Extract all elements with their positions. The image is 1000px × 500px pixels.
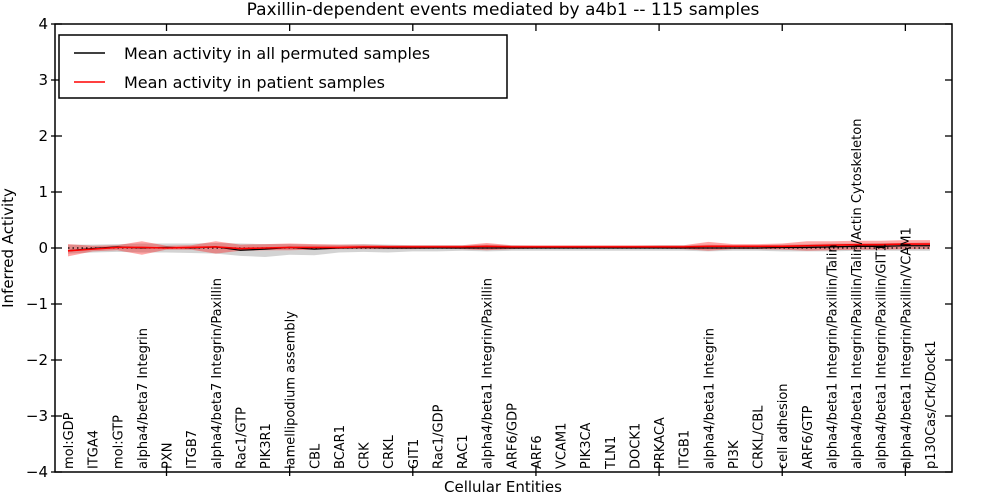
x-category-label: GIT1 bbox=[407, 439, 422, 469]
x-category-label: ARF6/GTP bbox=[801, 405, 816, 469]
legend-label-patient: Mean activity in patient samples bbox=[124, 73, 385, 92]
x-category-label: PXN bbox=[161, 443, 176, 469]
x-category-label: alpha4/beta7 Integrin/Paxillin bbox=[210, 278, 225, 469]
x-category-label: alpha4/beta1 Integrin/Paxillin/Talin/Act… bbox=[850, 119, 865, 469]
x-category-label: TLN1 bbox=[604, 436, 619, 470]
x-category-label: RAC1 bbox=[456, 434, 471, 469]
tick-mark-layer bbox=[51, 23, 952, 476]
x-category-label: PI3K bbox=[727, 440, 742, 469]
x-category-label: alpha4/beta1 Integrin bbox=[702, 328, 717, 469]
legend: Mean activity in all permuted samples Me… bbox=[58, 34, 508, 99]
y-tick-labels: 4 3 2 1 0 −1 −2 −3 −4 bbox=[26, 15, 48, 481]
x-category-label: PIK3CA bbox=[579, 422, 594, 469]
y-tick-label: 4 bbox=[38, 15, 48, 33]
x-category-label: BCAR1 bbox=[333, 425, 348, 469]
x-category-label: mol:GDP bbox=[62, 412, 77, 469]
x-category-label: mol:GTP bbox=[111, 415, 126, 469]
x-category-label: ITGB1 bbox=[678, 430, 693, 469]
series-line-layer bbox=[67, 243, 930, 252]
x-category-label: CRKL/CBL bbox=[752, 405, 767, 469]
x-category-labels: mol:GDP ITGA4 mol:GTP alpha4/beta7 Integrin… bbox=[62, 119, 939, 470]
x-category-label: alpha4/beta1 Integrin/Paxillin/Talin bbox=[825, 244, 840, 469]
legend-box bbox=[58, 34, 508, 99]
x-category-label: CBL bbox=[308, 443, 323, 469]
x-category-label: lamellipodium assembly bbox=[284, 311, 299, 469]
y-tick-label: 0 bbox=[38, 239, 48, 257]
x-category-label: PRKACA bbox=[653, 417, 668, 469]
x-category-label: DOCK1 bbox=[628, 423, 643, 469]
x-category-label: Rac1/GTP bbox=[234, 407, 249, 469]
x-category-label: ARF6/GDP bbox=[505, 403, 520, 469]
y-tick-label: −3 bbox=[26, 407, 48, 425]
x-category-label: alpha4/beta1 Integrin/Paxillin/VCAM1 bbox=[899, 227, 914, 469]
x-category-label: cell adhesion bbox=[776, 383, 791, 469]
y-tick-label: −1 bbox=[26, 295, 48, 313]
y-tick-label: 1 bbox=[38, 183, 48, 201]
x-category-label: alpha4/beta1 Integrin/Paxillin/GIT1 bbox=[875, 243, 890, 469]
x-axis-label: Cellular Entities bbox=[444, 478, 562, 496]
y-tick-label: −4 bbox=[26, 463, 48, 481]
y-axis-label: Inferred Activity bbox=[0, 188, 17, 308]
legend-label-permuted: Mean activity in all permuted samples bbox=[124, 44, 430, 63]
x-category-label: PIK3R1 bbox=[259, 423, 274, 469]
x-category-label: ARF6 bbox=[530, 435, 545, 469]
x-category-label: p130Cas/Crk/Dock1 bbox=[924, 340, 939, 469]
y-tick-label: 3 bbox=[38, 71, 48, 89]
y-tick-label: 2 bbox=[38, 127, 48, 145]
x-category-label: alpha4/beta1 Integrin/Paxillin bbox=[481, 278, 496, 469]
x-category-label: Rac1/GDP bbox=[431, 404, 446, 469]
x-category-label: alpha4/beta7 Integrin bbox=[136, 328, 151, 469]
patient-mean-line bbox=[67, 243, 930, 252]
x-category-label: ITGB7 bbox=[185, 430, 200, 469]
chart-title: Paxillin-dependent events mediated by a4… bbox=[247, 0, 760, 20]
x-category-label: CRKL bbox=[382, 434, 397, 469]
y-tick-label: −2 bbox=[26, 351, 48, 369]
x-category-label: ITGA4 bbox=[87, 430, 102, 469]
x-category-label: CRK bbox=[358, 442, 373, 469]
x-category-label: VCAM1 bbox=[555, 423, 570, 469]
